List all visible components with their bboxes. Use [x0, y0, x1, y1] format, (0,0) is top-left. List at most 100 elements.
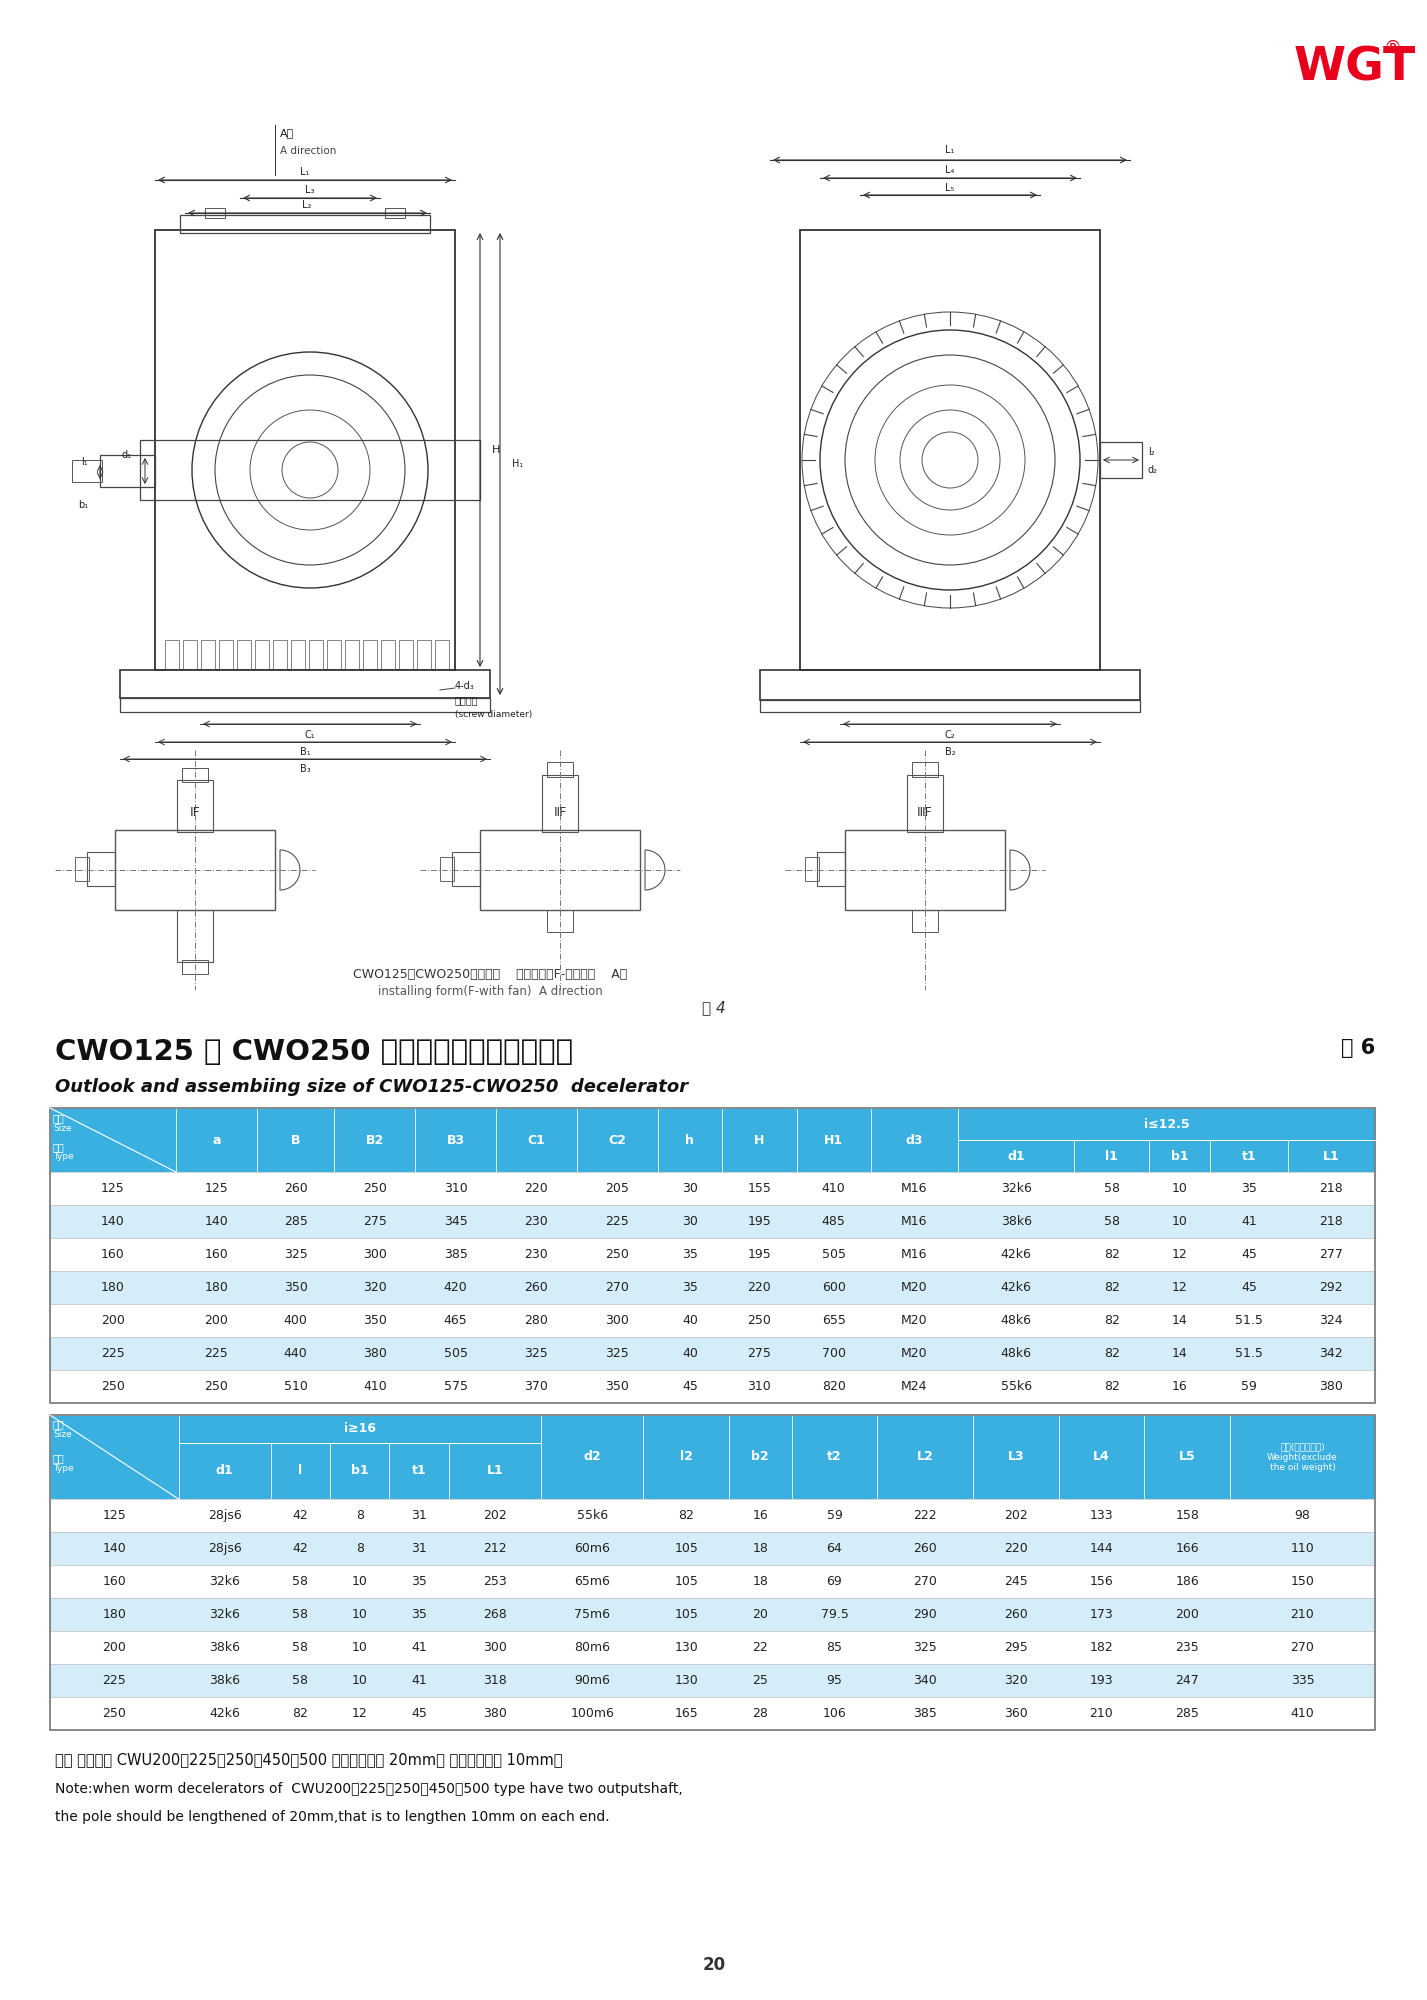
Text: b2: b2 — [752, 1450, 769, 1464]
Text: 28: 28 — [752, 1708, 768, 1720]
Text: 340: 340 — [913, 1674, 938, 1688]
Text: 200: 200 — [204, 1314, 228, 1328]
Bar — [178, 1444, 271, 1500]
Text: C₂: C₂ — [945, 730, 955, 740]
Bar — [50, 1598, 1376, 1632]
Text: 12: 12 — [1172, 1282, 1187, 1294]
Text: 4-d₃: 4-d₃ — [455, 680, 475, 692]
Text: 75m6: 75m6 — [574, 1608, 611, 1620]
Bar — [218, 640, 233, 670]
Text: 202: 202 — [484, 1508, 507, 1522]
Bar — [345, 640, 360, 670]
Text: 370: 370 — [525, 1380, 548, 1392]
Text: 485: 485 — [822, 1214, 846, 1228]
Text: 20: 20 — [702, 1956, 725, 1974]
Text: 280: 280 — [525, 1314, 548, 1328]
Text: ⅢF: ⅢF — [918, 806, 933, 818]
Text: 173: 173 — [1090, 1608, 1113, 1620]
Text: 225: 225 — [605, 1214, 629, 1228]
Text: 125: 125 — [101, 1182, 126, 1194]
Bar — [76, 856, 88, 880]
Text: L1: L1 — [487, 1464, 504, 1478]
Text: 尺寸: 尺寸 — [53, 1112, 64, 1124]
Bar — [452, 852, 479, 886]
Bar — [381, 640, 395, 670]
Bar — [120, 670, 489, 698]
Text: 38k6: 38k6 — [210, 1640, 240, 1654]
Text: H: H — [755, 1134, 765, 1146]
Text: l1: l1 — [1104, 1150, 1117, 1162]
Text: 160: 160 — [103, 1576, 126, 1588]
Text: 30: 30 — [682, 1182, 698, 1194]
Text: Type: Type — [53, 1464, 74, 1472]
Text: 820: 820 — [822, 1380, 846, 1392]
Text: 14: 14 — [1172, 1314, 1187, 1328]
Text: 158: 158 — [1176, 1508, 1199, 1522]
Bar — [958, 1140, 1075, 1172]
Text: 292: 292 — [1320, 1282, 1343, 1294]
Text: 22: 22 — [752, 1640, 768, 1654]
Text: Type: Type — [53, 1152, 74, 1160]
Text: 320: 320 — [1003, 1674, 1027, 1688]
Text: M20: M20 — [902, 1282, 928, 1294]
Text: 80m6: 80m6 — [574, 1640, 611, 1654]
Text: 350: 350 — [284, 1282, 308, 1294]
Text: 12: 12 — [1172, 1248, 1187, 1262]
Text: 型号: 型号 — [53, 1142, 64, 1152]
Bar — [50, 1108, 1376, 1404]
Bar — [435, 640, 450, 670]
Text: 35: 35 — [682, 1282, 698, 1294]
Text: 18: 18 — [752, 1576, 768, 1588]
Text: 250: 250 — [605, 1248, 629, 1262]
Text: 335: 335 — [1290, 1674, 1314, 1688]
Bar — [140, 440, 479, 500]
Text: M16: M16 — [902, 1248, 928, 1262]
Bar — [400, 640, 412, 670]
Text: 20: 20 — [752, 1608, 768, 1620]
Bar — [912, 762, 938, 776]
Bar — [547, 910, 574, 932]
Bar — [50, 1108, 1376, 1172]
Text: 110: 110 — [1290, 1542, 1314, 1556]
Text: 220: 220 — [1003, 1542, 1027, 1556]
Text: 133: 133 — [1090, 1508, 1113, 1522]
Text: 165: 165 — [674, 1708, 698, 1720]
Bar — [50, 1500, 1376, 1532]
Text: L₃: L₃ — [305, 186, 315, 196]
Text: 400: 400 — [284, 1314, 308, 1328]
Text: 42k6: 42k6 — [1000, 1282, 1032, 1294]
Text: 655: 655 — [822, 1314, 846, 1328]
Text: 200: 200 — [103, 1640, 126, 1654]
Bar — [178, 1416, 541, 1444]
Bar — [50, 1632, 1376, 1664]
Text: 247: 247 — [1176, 1674, 1199, 1688]
Text: 600: 600 — [822, 1282, 846, 1294]
Text: 260: 260 — [913, 1542, 938, 1556]
Text: 图 4: 图 4 — [702, 1000, 726, 1016]
Text: 360: 360 — [1003, 1708, 1027, 1720]
Text: 35: 35 — [1241, 1182, 1257, 1194]
Text: H₁: H₁ — [512, 460, 524, 468]
Text: 45: 45 — [682, 1380, 698, 1392]
Text: 155: 155 — [748, 1182, 772, 1194]
Text: 270: 270 — [1290, 1640, 1314, 1654]
Bar — [255, 640, 270, 670]
Text: 35: 35 — [411, 1576, 427, 1588]
Text: 45: 45 — [1241, 1282, 1257, 1294]
Text: 202: 202 — [1003, 1508, 1027, 1522]
Text: 10: 10 — [352, 1576, 368, 1588]
Bar — [310, 640, 323, 670]
Text: 125: 125 — [103, 1508, 126, 1522]
Bar — [912, 910, 938, 932]
Text: 180: 180 — [101, 1282, 126, 1294]
Bar — [183, 768, 208, 782]
Text: 270: 270 — [913, 1576, 938, 1588]
Text: 58: 58 — [293, 1576, 308, 1588]
Text: 90m6: 90m6 — [574, 1674, 611, 1688]
Text: 324: 324 — [1320, 1314, 1343, 1328]
Text: 51.5: 51.5 — [1234, 1314, 1263, 1328]
Text: B: B — [291, 1134, 300, 1146]
Text: 230: 230 — [525, 1214, 548, 1228]
Text: 8: 8 — [355, 1542, 364, 1556]
Bar — [120, 698, 489, 712]
